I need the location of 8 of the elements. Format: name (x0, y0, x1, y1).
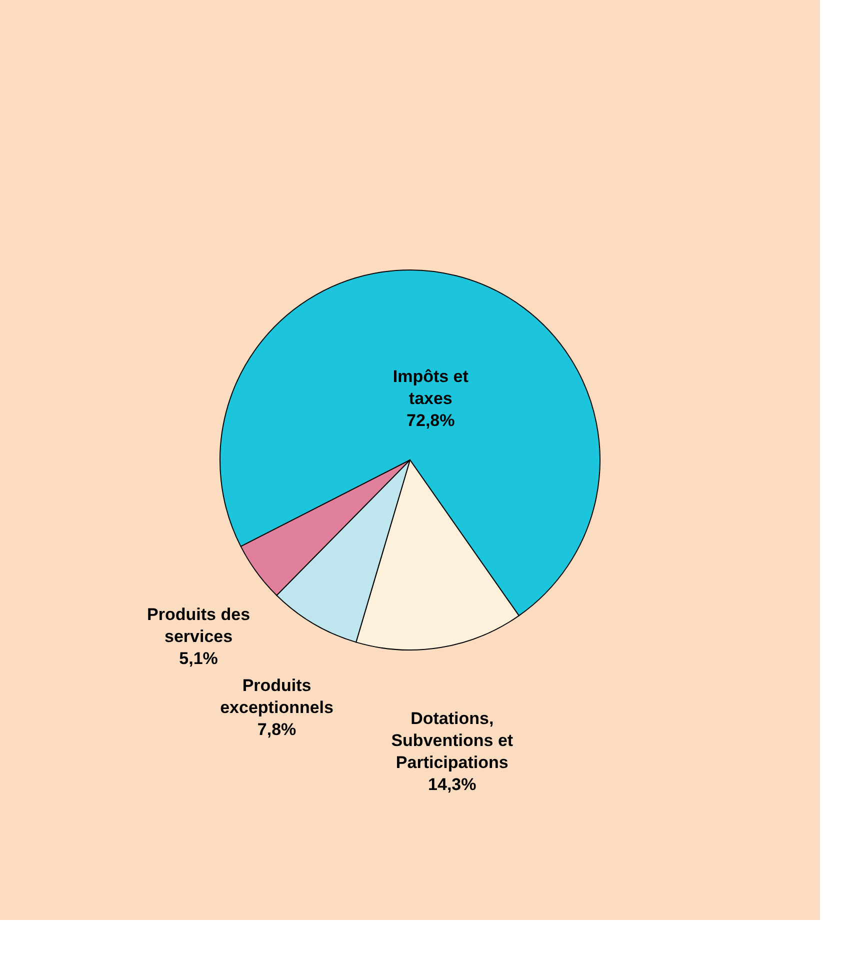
slice-label: Impôts et taxes (392, 367, 469, 408)
data-label: 5,1% (179, 649, 218, 668)
data-label: 72,8% (406, 411, 455, 430)
data-label: 14,3% (428, 774, 476, 794)
slice-label: Dotations, Subventions et Participations (391, 708, 514, 772)
slice-label: Produits exceptionnels (220, 676, 334, 717)
data-label: 7,8% (257, 720, 296, 739)
slice-label: Produits des services (147, 605, 250, 646)
